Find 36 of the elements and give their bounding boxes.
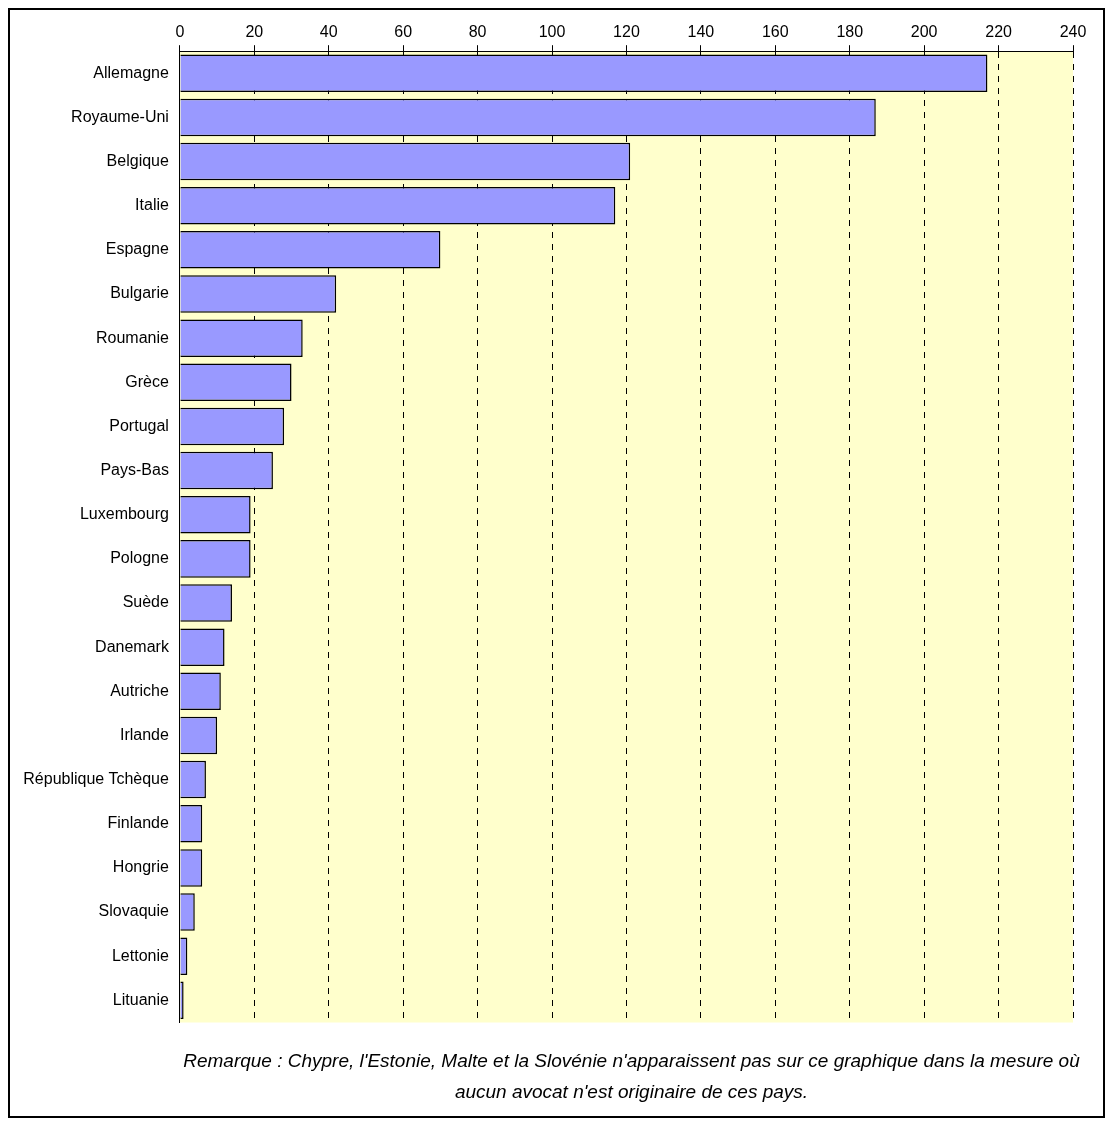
y-tick-label: Lettonie: [111, 946, 169, 964]
x-tick-label: 220: [985, 23, 1013, 41]
y-tick-label: Slovaquie: [98, 902, 169, 920]
y-tick-label: Belgique: [106, 151, 169, 169]
y-tick-label: Suède: [122, 593, 169, 611]
x-tick-label: 240: [1059, 23, 1087, 41]
y-tick-label: Autriche: [110, 681, 169, 699]
x-tick-label: 120: [613, 23, 640, 41]
y-tick-label: Danemark: [95, 637, 170, 655]
y-tick-label: Pologne: [110, 549, 169, 567]
x-tick-label: 200: [910, 23, 938, 41]
y-tick-label: Royaume-Uni: [71, 107, 169, 125]
y-tick-label: Lituanie: [112, 990, 169, 1008]
y-tick-label: Allemagne: [93, 63, 169, 81]
y-tick-label: Pays-Bas: [100, 460, 169, 478]
y-tick-label: Roumanie: [95, 328, 169, 346]
x-tick-label: 60: [394, 23, 413, 41]
y-tick-label: République Tchèque: [23, 770, 169, 788]
x-tick-label: 100: [538, 23, 566, 41]
y-tick-label: Grèce: [125, 372, 169, 390]
y-tick-label: Hongrie: [112, 858, 169, 876]
text: Remarque : Chypre, l'Estonie, Malte et la Slovénie n'apparaissent pas sur ce graphique dans la mesure où aucun avocat n'est originaire de ces pays.: [182, 1049, 1081, 1104]
y-tick-label: Portugal: [109, 416, 169, 434]
x-tick-label: 40: [319, 23, 338, 41]
y-tick-label: Irlande: [119, 725, 169, 743]
x-tick-label: 160: [761, 23, 789, 41]
x-tick-label: 180: [836, 23, 864, 41]
y-tick-label: Espagne: [105, 240, 169, 258]
y-tick-label: Finlande: [107, 814, 169, 832]
x-tick-label: 140: [687, 23, 715, 41]
y-tick-label: Luxembourg: [79, 505, 169, 523]
y-tick-label: Bulgarie: [110, 284, 169, 302]
x-tick-label: 80: [468, 23, 487, 41]
y-tick-label: Italie: [135, 196, 169, 214]
x-tick-label: 20: [245, 23, 264, 41]
x-tick-label: 0: [175, 23, 185, 41]
